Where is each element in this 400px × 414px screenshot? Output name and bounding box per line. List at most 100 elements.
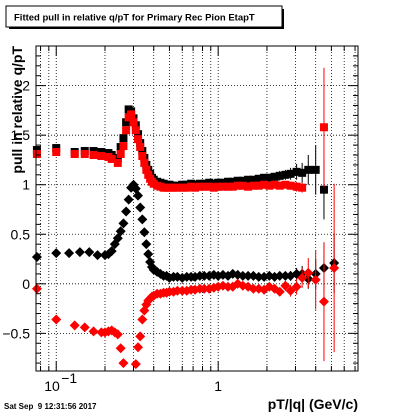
data-point [286, 169, 295, 178]
data-point [238, 181, 247, 190]
data-point [141, 239, 152, 250]
y-tick-label: 1.5 [11, 127, 31, 143]
data-point [253, 271, 264, 282]
data-point [244, 182, 253, 191]
data-point [228, 182, 237, 191]
data-point [135, 331, 146, 342]
data-point [113, 158, 122, 167]
data-point [270, 180, 279, 189]
title-box-shadow-right [282, 9, 284, 29]
y-tick-label: 0.5 [11, 226, 31, 242]
axis-ticks [36, 45, 358, 371]
data-point [274, 270, 285, 281]
data-point [115, 226, 126, 237]
data-point [224, 177, 233, 186]
data-point [106, 246, 117, 257]
series-0 [32, 105, 328, 220]
data-point [84, 247, 95, 258]
data-point [280, 280, 291, 291]
data-point [297, 272, 308, 283]
data-point [133, 342, 144, 353]
data-point [254, 174, 263, 183]
data-point [243, 270, 254, 281]
data-point [303, 267, 314, 278]
data-point [121, 206, 132, 217]
series-layer [31, 67, 340, 370]
data-point [129, 118, 138, 127]
series-2 [31, 179, 340, 293]
data-point [134, 135, 143, 144]
data-point [318, 296, 329, 307]
x-axis-title: pT/|q| (GeV/c) [268, 396, 358, 412]
data-point [224, 182, 233, 191]
data-point [112, 329, 123, 340]
data-point [274, 286, 285, 297]
data-point [115, 343, 126, 354]
data-point [209, 183, 218, 192]
data-point [310, 274, 321, 285]
data-point [107, 154, 116, 163]
data-point [200, 182, 209, 191]
timestamp: Sat Sep 9 12:31:56 2017 [4, 402, 97, 411]
data-point [80, 150, 89, 159]
data-point [233, 176, 242, 185]
data-point [244, 175, 253, 184]
data-point [275, 181, 284, 190]
data-point [187, 182, 196, 191]
data-point [254, 181, 263, 190]
data-point [311, 165, 320, 174]
data-point [138, 151, 147, 160]
data-point [143, 249, 154, 260]
data-point [173, 183, 182, 192]
data-point [182, 183, 191, 192]
data-point [286, 181, 295, 190]
data-point [205, 182, 214, 191]
data-point [69, 320, 80, 331]
data-point [122, 118, 131, 127]
data-point [79, 322, 90, 333]
data-point [142, 165, 151, 174]
data-point [218, 182, 227, 191]
data-point [130, 359, 141, 370]
data-point [248, 283, 259, 294]
data-point [298, 168, 307, 177]
data-point [265, 181, 274, 190]
data-point [51, 248, 62, 259]
data-point [249, 181, 258, 190]
data-point [118, 218, 129, 229]
tick-labels: −0.5 0 0.5 1 1.5 2 10 −1 1 [2, 78, 222, 394]
data-point [135, 202, 146, 213]
title-box-shadow [9, 27, 284, 29]
series-3 [31, 183, 340, 370]
data-point [92, 250, 103, 261]
data-point [233, 181, 242, 190]
data-point [329, 262, 340, 273]
data-point [270, 172, 279, 181]
data-point [165, 183, 174, 192]
data-point [238, 176, 247, 185]
x-tick-label-base: 10 [44, 378, 60, 394]
data-point [140, 158, 149, 167]
data-point [137, 214, 148, 225]
data-point [32, 150, 41, 159]
data-point [281, 170, 290, 179]
data-point [319, 123, 328, 132]
data-point [118, 358, 129, 369]
data-point [119, 142, 128, 151]
data-point [298, 183, 307, 192]
data-point [249, 175, 258, 184]
data-point [275, 171, 284, 180]
data-point [64, 248, 75, 259]
data-point [88, 326, 99, 337]
data-point [237, 270, 248, 281]
data-point [116, 150, 125, 159]
data-point [74, 247, 85, 258]
data-point [265, 173, 274, 182]
y-axis-title: pull in relative q/pT [9, 46, 25, 174]
data-point [291, 281, 302, 292]
series-1 [32, 67, 328, 193]
data-point [131, 126, 140, 135]
y-tick-label: 1 [22, 177, 30, 193]
